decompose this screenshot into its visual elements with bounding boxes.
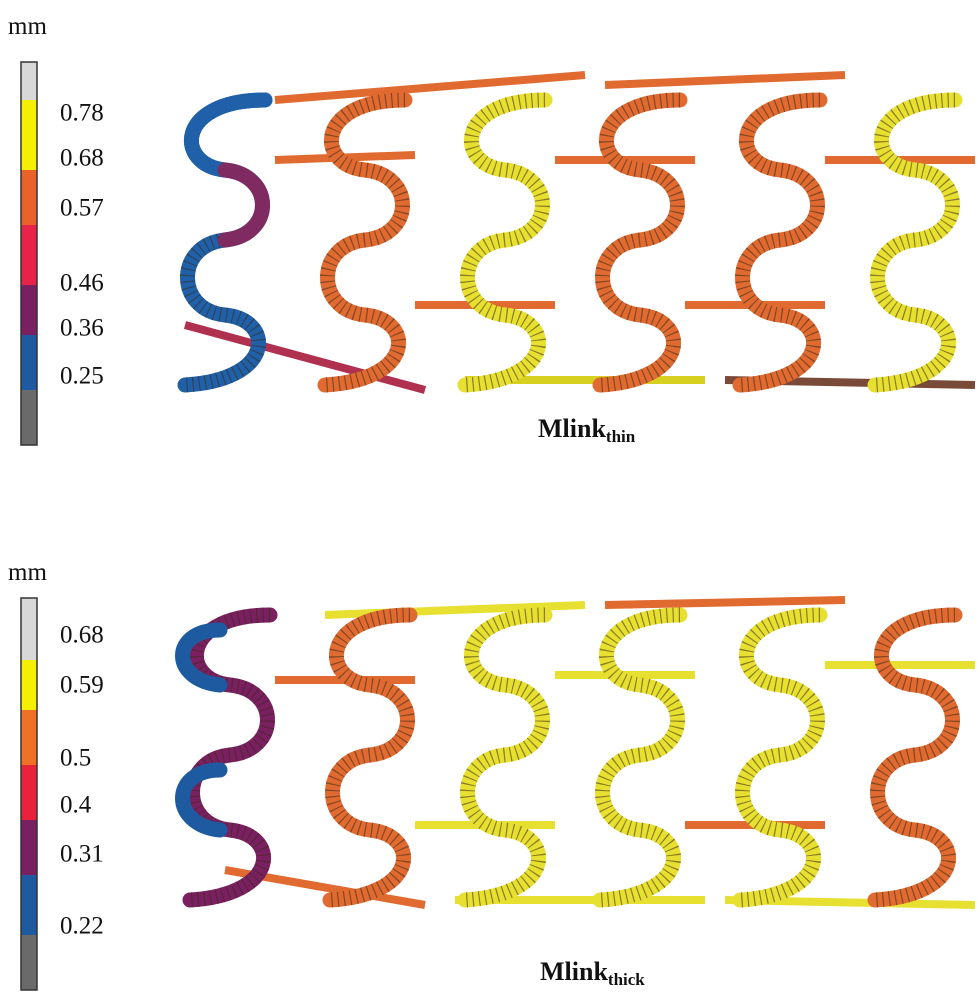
tick-label: 0.25 <box>60 363 104 390</box>
stent <box>183 600 976 905</box>
tick-label: 0.5 <box>60 745 91 772</box>
panel-thin: mm 0.78 0.68 0.57 0.46 0.36 0.25 <box>8 13 975 446</box>
tick-label: 0.22 <box>60 913 104 940</box>
page: mm 0.78 0.68 0.57 0.46 0.36 0.25 <box>0 0 980 996</box>
tick-label: 0.4 <box>60 792 92 819</box>
stent <box>185 75 975 390</box>
colorbar <box>21 598 37 990</box>
text: thick <box>608 970 645 989</box>
tick-label: 0.57 <box>60 195 104 222</box>
tick-label: 0.68 <box>60 622 104 649</box>
caption: Mlinkthin <box>538 414 636 446</box>
unit-label: mm <box>8 559 47 586</box>
panel-thick: mm 0.68 0.59 0.5 0.4 0.31 0.22 <box>8 559 975 990</box>
text: Mlink <box>538 414 606 443</box>
figure: mm 0.78 0.68 0.57 0.46 0.36 0.25 <box>0 0 980 996</box>
tick-label: 0.59 <box>60 672 104 699</box>
tick-label: 0.78 <box>60 100 104 127</box>
text: thin <box>606 427 636 446</box>
tick-label: 0.46 <box>60 270 104 297</box>
tick-label: 0.36 <box>60 315 104 342</box>
tick-label: 0.68 <box>60 145 104 172</box>
colorbar <box>21 62 37 445</box>
text: Mlink <box>540 957 608 986</box>
unit-label: mm <box>8 13 47 40</box>
caption: Mlinkthick <box>540 957 645 989</box>
tick-label: 0.31 <box>60 841 104 868</box>
